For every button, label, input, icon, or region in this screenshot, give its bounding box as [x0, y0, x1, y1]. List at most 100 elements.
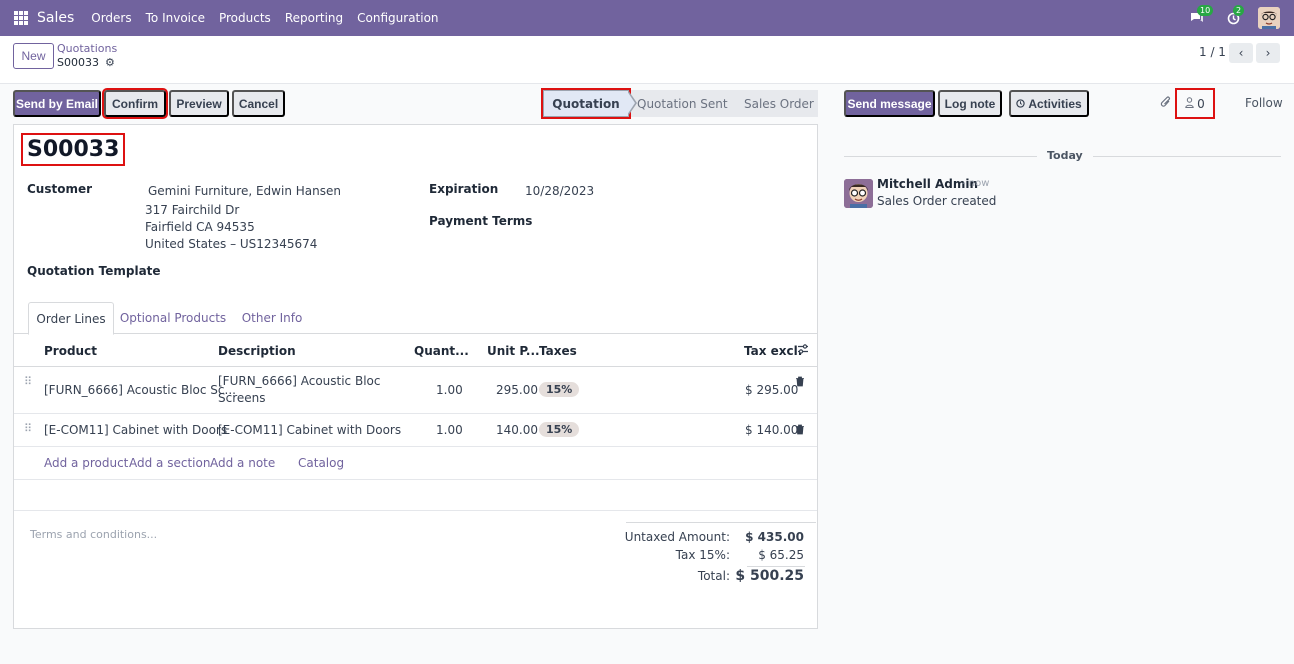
message-body: Sales Order created [877, 194, 997, 208]
menu-configuration[interactable]: Configuration [357, 11, 439, 25]
column-unit-price[interactable]: Unit P... [487, 344, 540, 358]
column-settings-icon[interactable] [797, 343, 809, 358]
table-row[interactable]: ⠿ [FURN_6666] Acoustic Bloc Sc... [FURN_… [14, 367, 817, 414]
add-section-link[interactable]: Add a section [129, 456, 211, 470]
table-row[interactable]: ⠿ [E-COM11] Cabinet with Doors [E-COM11]… [14, 414, 817, 447]
log-note-button[interactable]: Log note [938, 90, 1002, 117]
customer-address-city: Fairfield CA 94535 [145, 220, 255, 234]
tax-label: Tax 15%: [675, 548, 730, 562]
paperclip-icon[interactable] [1160, 96, 1172, 112]
date-separator: Today [1037, 149, 1093, 162]
customer-address-country: United States – US12345674 [145, 237, 318, 251]
follow-button[interactable]: Follow [1245, 96, 1283, 110]
line-tax-badge[interactable]: 15% [539, 382, 580, 397]
activities-clock-icon[interactable]: 2 [1222, 5, 1245, 28]
activities-button[interactable]: Activities [1009, 90, 1089, 117]
apps-grid-icon[interactable] [14, 11, 28, 25]
stage-arrow-inner [627, 91, 635, 115]
form-sheet: S00033 Customer Gemini Furniture, Edwin … [13, 124, 818, 629]
customer-field[interactable]: Gemini Furniture, Edwin Hansen [148, 184, 341, 198]
untaxed-amount-value: $ 435.00 [745, 530, 804, 544]
order-name: S00033 [20, 133, 126, 166]
total-divider [747, 566, 805, 567]
control-panel: New Quotations S00033 ⚙ 1 / 1 ‹ › [0, 36, 1294, 84]
followers-button[interactable]: 0 [1175, 88, 1215, 119]
tab-other-info[interactable]: Other Info [241, 311, 303, 325]
breadcrumb-current: S00033 [57, 56, 99, 69]
form-tabs: Order Lines Optional Products Other Info [14, 302, 817, 335]
expiration-field[interactable]: 10/28/2023 [525, 184, 595, 198]
navbar-systray: 10 2 [1186, 0, 1294, 36]
trash-icon[interactable] [795, 376, 805, 390]
pager-next-button[interactable]: › [1256, 43, 1280, 63]
menu-reporting[interactable]: Reporting [284, 11, 344, 25]
line-description-cont[interactable]: Screens [218, 391, 266, 405]
stage-sales-order[interactable]: Sales Order [744, 96, 814, 111]
total-value: $ 500.25 [735, 568, 804, 584]
line-unit-price[interactable]: 295.00 [496, 383, 538, 397]
tax-value: $ 65.25 [758, 548, 804, 562]
confirm-button[interactable]: Confirm [102, 88, 168, 119]
line-product[interactable]: [FURN_6666] Acoustic Bloc Sc... [44, 383, 236, 397]
chevron-right-icon: › [1265, 46, 1271, 60]
line-quantity[interactable]: 1.00 [436, 423, 463, 437]
gear-icon[interactable]: ⚙ [104, 56, 115, 69]
stage-quotation[interactable]: Quotation [541, 88, 631, 119]
line-product[interactable]: [E-COM11] Cabinet with Doors [44, 423, 228, 437]
drag-handle-icon[interactable]: ⠿ [24, 422, 32, 435]
message-time: - now [962, 178, 990, 189]
divider [14, 510, 817, 511]
breadcrumb-quotations[interactable]: Quotations [57, 42, 118, 55]
expiration-label: Expiration [429, 182, 499, 196]
line-description[interactable]: [E-COM11] Cabinet with Doors [218, 423, 402, 437]
messages-icon[interactable]: 10 [1186, 5, 1214, 28]
add-note-link[interactable]: Add a note [210, 456, 276, 470]
column-product[interactable]: Product [44, 344, 97, 358]
user-avatar[interactable] [1258, 7, 1280, 29]
menu-orders[interactable]: Orders [91, 11, 132, 25]
user-icon [1185, 96, 1194, 111]
stage-quotation-sent[interactable]: Quotation Sent [637, 96, 728, 111]
clock-icon [1016, 97, 1025, 111]
trash-icon[interactable] [795, 424, 805, 438]
breadcrumb: S00033 ⚙ [57, 56, 115, 69]
untaxed-amount-label: Untaxed Amount: [624, 530, 730, 544]
pager-value[interactable]: 1 / 1 [1199, 45, 1226, 59]
new-button[interactable]: New [13, 43, 54, 69]
catalog-link[interactable]: Catalog [298, 456, 345, 470]
quotation-template-label: Quotation Template [27, 264, 161, 278]
add-product-link[interactable]: Add a product [44, 456, 129, 470]
customer-address-street: 317 Fairchild Dr [145, 203, 240, 217]
chevron-left-icon: ‹ [1238, 46, 1244, 60]
cancel-button[interactable]: Cancel [232, 90, 285, 117]
message-author[interactable]: Mitchell Admin [877, 177, 979, 191]
messages-badge: 10 [1197, 5, 1214, 16]
column-tax-excl[interactable]: Tax excl. [744, 344, 803, 358]
column-taxes[interactable]: Taxes [539, 344, 577, 358]
pager-previous-button[interactable]: ‹ [1229, 43, 1253, 63]
menu-products[interactable]: Products [218, 11, 271, 25]
terms-input[interactable]: Terms and conditions... [30, 528, 158, 541]
line-unit-price[interactable]: 140.00 [496, 423, 538, 437]
preview-button[interactable]: Preview [169, 90, 229, 117]
activities-badge: 2 [1233, 5, 1245, 16]
line-quantity[interactable]: 1.00 [436, 383, 463, 397]
author-avatar[interactable] [844, 179, 873, 208]
line-tax-badge[interactable]: 15% [539, 422, 580, 437]
column-quantity[interactable]: Quant... [414, 344, 469, 358]
send-by-email-button[interactable]: Send by Email [13, 90, 101, 117]
app-brand[interactable]: Sales [37, 10, 75, 26]
followers-count: 0 [1197, 96, 1205, 111]
line-subtotal: $ 295.00 [745, 383, 799, 397]
status-bar: Quotation Quotation Sent Sales Order [541, 88, 818, 119]
top-navbar: Sales Orders To Invoice Products Reporti… [0, 0, 1294, 36]
main-menu: Orders To Invoice Products Reporting Con… [84, 11, 445, 25]
drag-handle-icon[interactable]: ⠿ [24, 375, 32, 388]
tab-optional-products[interactable]: Optional Products [119, 311, 227, 325]
total-label: Total: [697, 569, 730, 583]
menu-to-invoice[interactable]: To Invoice [145, 11, 205, 25]
line-description[interactable]: [FURN_6666] Acoustic Bloc [218, 374, 381, 388]
column-description[interactable]: Description [218, 344, 296, 358]
send-message-button[interactable]: Send message [844, 90, 935, 117]
tab-order-lines[interactable]: Order Lines [28, 302, 114, 335]
